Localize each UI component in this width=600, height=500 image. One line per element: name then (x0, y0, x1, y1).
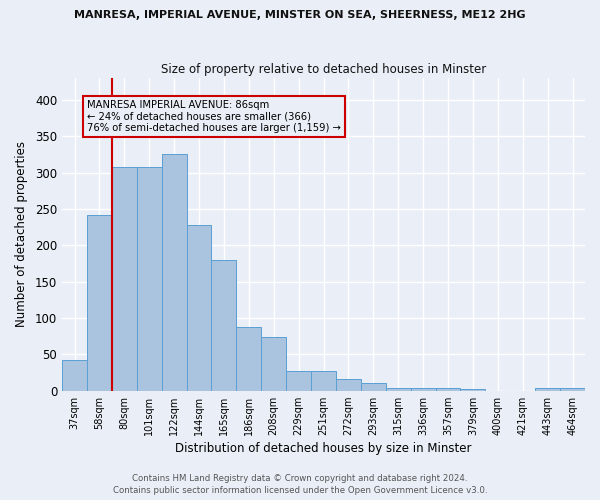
Bar (261, 337, 286, 390)
Bar (436, 388, 460, 390)
Title: Size of property relative to detached houses in Minster: Size of property relative to detached ho… (161, 62, 486, 76)
Text: MANRESA, IMPERIAL AVENUE, MINSTER ON SEA, SHEERNESS, ME12 2HG: MANRESA, IMPERIAL AVENUE, MINSTER ON SEA… (74, 10, 526, 20)
Bar (535, 388, 560, 390)
Bar (336, 379, 361, 390)
Y-axis label: Number of detached properties: Number of detached properties (15, 142, 28, 328)
Bar (311, 371, 336, 390)
Bar (460, 389, 485, 390)
Bar (386, 388, 410, 390)
Bar (211, 260, 236, 390)
Bar (187, 225, 211, 390)
Bar (560, 388, 585, 390)
Bar (112, 168, 137, 390)
X-axis label: Distribution of detached houses by size in Minster: Distribution of detached houses by size … (175, 442, 472, 455)
Bar (87, 214, 112, 390)
Bar (236, 328, 261, 390)
Bar (361, 382, 386, 390)
Bar (410, 388, 436, 390)
Bar (137, 168, 161, 390)
Text: MANRESA IMPERIAL AVENUE: 86sqm
← 24% of detached houses are smaller (366)
76% of: MANRESA IMPERIAL AVENUE: 86sqm ← 24% of … (87, 100, 341, 133)
Bar (62, 360, 87, 390)
Text: Contains HM Land Registry data © Crown copyright and database right 2024.
Contai: Contains HM Land Registry data © Crown c… (113, 474, 487, 495)
Bar (286, 371, 311, 390)
Bar (161, 154, 187, 390)
